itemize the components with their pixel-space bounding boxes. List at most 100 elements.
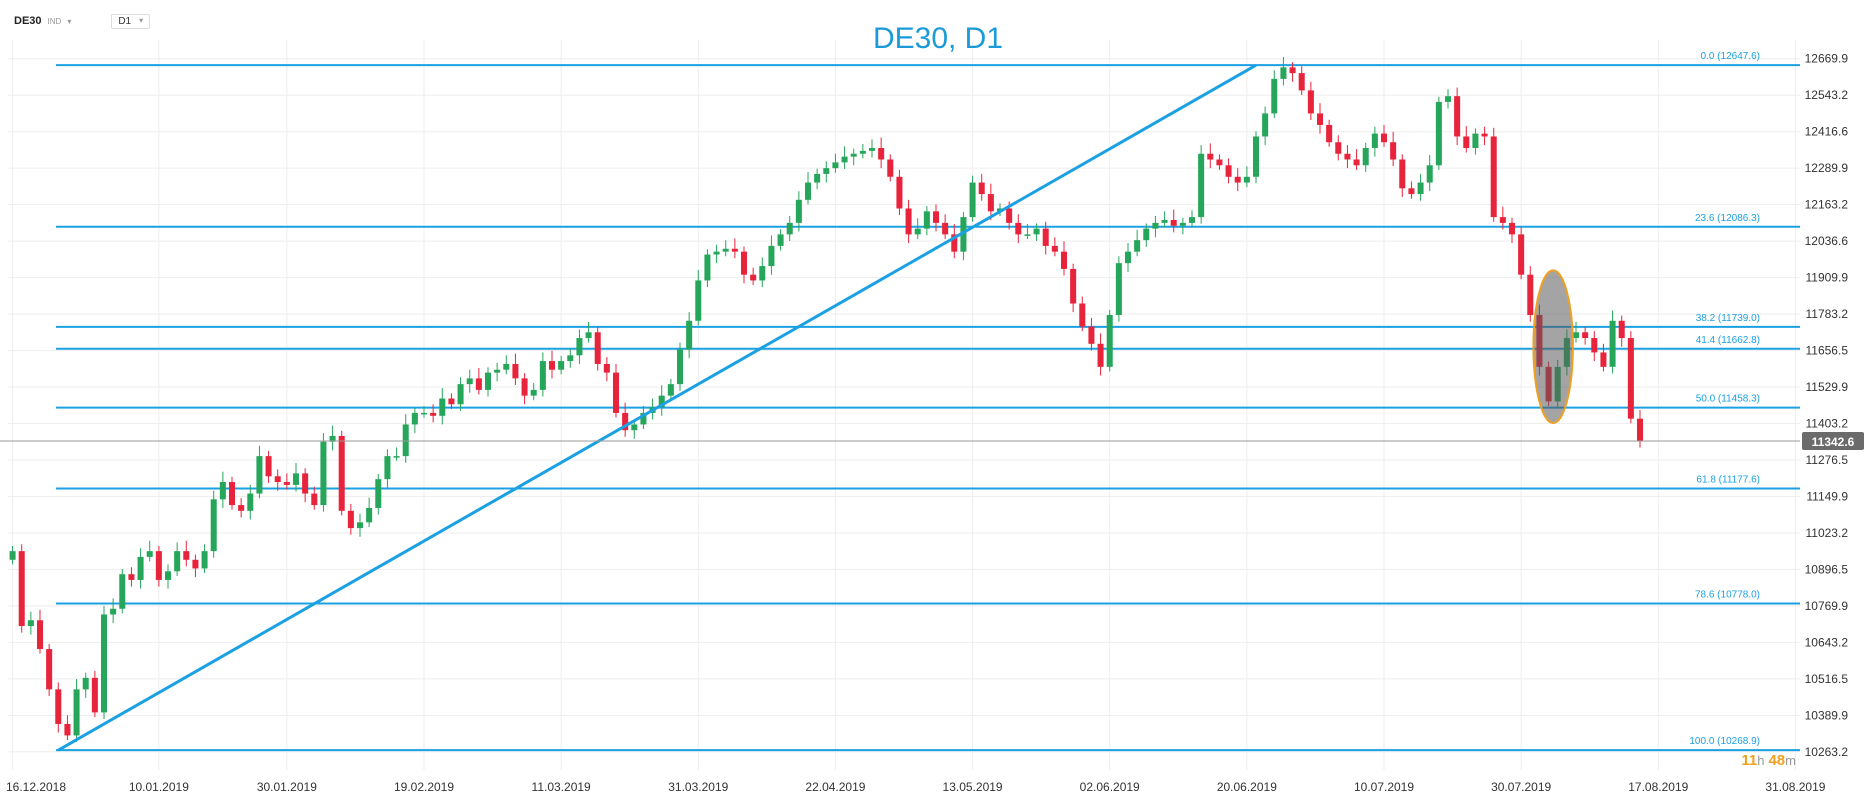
candle bbox=[302, 468, 309, 503]
price-tick-label: 12163.2 bbox=[1805, 198, 1849, 212]
candle-body bbox=[585, 332, 592, 339]
candle-body bbox=[1527, 274, 1534, 316]
candle bbox=[1463, 126, 1470, 153]
candle-body bbox=[9, 551, 16, 560]
candle-body bbox=[1179, 222, 1186, 226]
candle bbox=[1609, 310, 1616, 374]
symbol-type: IND bbox=[47, 16, 62, 26]
candle-body bbox=[1216, 159, 1223, 166]
date-tick-label: 13.05.2019 bbox=[943, 780, 1003, 794]
candle-body bbox=[18, 551, 25, 627]
timer-hours-unit: h bbox=[1757, 753, 1765, 768]
candle-body bbox=[292, 473, 300, 485]
candle bbox=[402, 414, 409, 463]
candle bbox=[256, 445, 263, 499]
date-tick-label: 16.12.2018 bbox=[6, 780, 66, 794]
candle-body bbox=[1006, 208, 1013, 223]
candle bbox=[448, 393, 455, 409]
time-axis[interactable]: 16.12.2018 10.01.2019 30.01.2019 19.02.2019… bbox=[6, 780, 1826, 794]
price-tick-label: 10263.2 bbox=[1805, 745, 1849, 759]
date-tick-label: 11.03.2019 bbox=[532, 780, 591, 794]
candle bbox=[36, 609, 44, 654]
candle-body bbox=[1307, 90, 1314, 114]
candle bbox=[320, 433, 327, 512]
candle-body bbox=[320, 441, 327, 506]
candle bbox=[1527, 266, 1534, 322]
candle bbox=[923, 206, 930, 236]
candle bbox=[64, 715, 71, 741]
candle bbox=[46, 643, 53, 696]
candle-body bbox=[283, 482, 290, 485]
candle bbox=[384, 449, 391, 488]
candle-body bbox=[1161, 219, 1168, 223]
candle-body bbox=[1316, 113, 1324, 125]
overlays bbox=[0, 63, 1800, 752]
candle-body bbox=[311, 493, 318, 506]
candle-body bbox=[1280, 67, 1287, 79]
candle-body bbox=[1015, 222, 1022, 235]
candle bbox=[512, 353, 519, 385]
fib-level-label: 50.0 (11458.3) bbox=[1696, 394, 1760, 405]
candle-body bbox=[823, 168, 830, 174]
date-tick-label: 10.01.2019 bbox=[129, 780, 189, 794]
timer-minutes: 48 bbox=[1768, 752, 1786, 769]
candle-body bbox=[192, 559, 199, 569]
candle-body bbox=[164, 571, 172, 580]
candle-body bbox=[1298, 73, 1305, 91]
candle-body bbox=[567, 355, 574, 362]
candle-body bbox=[622, 412, 629, 431]
candle bbox=[1380, 124, 1388, 147]
candle bbox=[73, 679, 80, 743]
candle-body bbox=[1609, 320, 1616, 367]
price-tick-label: 12543.2 bbox=[1805, 88, 1849, 102]
candle-body bbox=[128, 574, 135, 580]
candle-body bbox=[759, 266, 766, 281]
candle bbox=[1390, 131, 1397, 167]
candle bbox=[1572, 321, 1580, 343]
candle-body bbox=[1243, 176, 1250, 183]
candle-body bbox=[548, 361, 556, 370]
candle bbox=[878, 137, 885, 169]
candle-body bbox=[1289, 67, 1296, 74]
candle-body bbox=[439, 398, 446, 416]
candle-body bbox=[1618, 320, 1625, 339]
candle bbox=[704, 249, 711, 288]
symbol-name[interactable]: DE30 bbox=[14, 15, 42, 27]
candle-body bbox=[631, 424, 638, 431]
candle bbox=[1134, 229, 1141, 257]
chevron-down-icon[interactable]: ▾ bbox=[67, 16, 72, 26]
candle-body bbox=[137, 556, 144, 580]
candle bbox=[128, 567, 135, 587]
date-tick-label: 10.07.2019 bbox=[1354, 780, 1414, 794]
current-price-tag bbox=[1802, 431, 1864, 450]
price-tick-label: 12289.9 bbox=[1805, 161, 1849, 175]
candle-body bbox=[302, 473, 309, 494]
candle-body bbox=[1051, 245, 1058, 252]
candle-body bbox=[1454, 96, 1461, 137]
candle bbox=[347, 503, 354, 535]
candle-body bbox=[1225, 165, 1232, 177]
candle bbox=[329, 425, 336, 451]
candle-body bbox=[1152, 222, 1159, 229]
candle bbox=[192, 554, 199, 578]
candle-body bbox=[1362, 147, 1369, 166]
candle-body bbox=[1326, 124, 1333, 143]
price-tick-label: 12416.6 bbox=[1805, 125, 1849, 139]
candle bbox=[1426, 154, 1433, 192]
price-axis[interactable]: 12669.9 12543.2 12416.6 12289.9 12163.2 12036… bbox=[1802, 52, 1864, 759]
candle-body bbox=[1262, 113, 1269, 137]
date-tick-label: 02.06.2019 bbox=[1080, 780, 1140, 794]
candle bbox=[1362, 142, 1369, 172]
candle bbox=[640, 406, 647, 430]
candle-body bbox=[923, 211, 930, 229]
candle bbox=[1262, 106, 1269, 146]
candle-body bbox=[1380, 133, 1388, 143]
candle-body bbox=[768, 245, 775, 267]
timeframe-select[interactable]: D1 ▾ bbox=[111, 13, 151, 29]
candle-body bbox=[558, 361, 565, 370]
candle-body bbox=[457, 384, 464, 405]
candle bbox=[1472, 128, 1479, 155]
candle bbox=[1399, 154, 1406, 197]
candle bbox=[530, 382, 537, 401]
